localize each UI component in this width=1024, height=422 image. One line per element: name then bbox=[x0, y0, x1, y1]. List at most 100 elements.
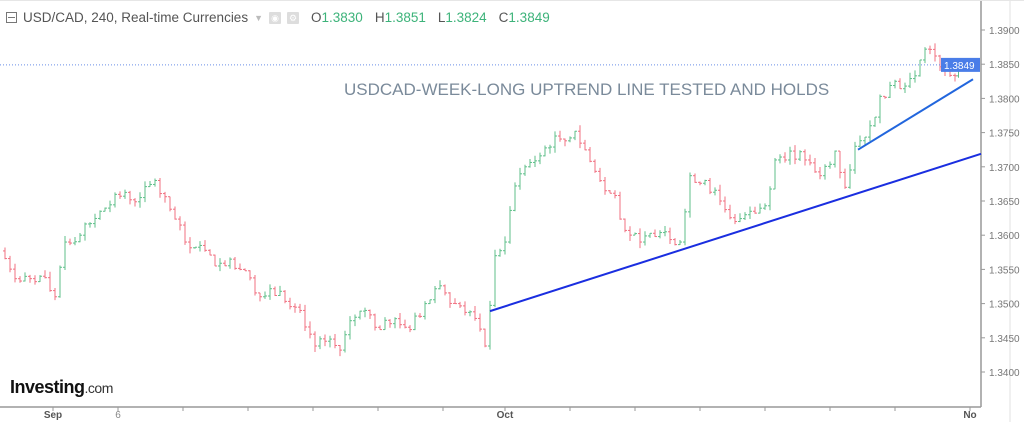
ohlc-bar bbox=[673, 238, 677, 246]
ohlc-bar bbox=[873, 116, 877, 127]
ohlc-bar bbox=[518, 167, 522, 190]
ohlc-bar bbox=[133, 198, 137, 207]
ohlc-bar bbox=[108, 200, 112, 213]
ohlc-bar bbox=[718, 184, 722, 206]
ohlc-bar bbox=[713, 187, 717, 196]
ohlc-bar bbox=[343, 330, 347, 353]
ohlc-bar bbox=[593, 159, 597, 173]
ohlc-bar bbox=[783, 152, 787, 163]
ohlc-bar bbox=[183, 221, 187, 245]
ohlc-bar bbox=[208, 249, 212, 256]
ohlc-bar bbox=[663, 225, 667, 237]
ohlc-bar bbox=[583, 139, 587, 151]
ohlc-bar bbox=[758, 203, 762, 214]
eye-icon[interactable]: ◉ bbox=[269, 11, 281, 24]
ohlc-bar bbox=[753, 206, 757, 214]
chevron-down-icon[interactable]: ▼ bbox=[254, 12, 263, 23]
ohlc-bar bbox=[903, 82, 907, 94]
ohlc-bar bbox=[898, 78, 902, 90]
ohlc-bar bbox=[338, 344, 342, 357]
y-tick-label: 1.3700 bbox=[989, 163, 1020, 174]
gear-icon[interactable]: ⚙ bbox=[287, 11, 299, 24]
low-value: 1.3824 bbox=[445, 10, 487, 25]
ohlc-bar bbox=[418, 313, 422, 318]
ohlc-bar bbox=[373, 313, 377, 331]
ohlc-bar bbox=[203, 240, 207, 252]
ohlc-bar bbox=[293, 303, 297, 313]
ohlc-bar bbox=[558, 130, 562, 142]
ohlc-bar bbox=[318, 336, 322, 350]
ohlc-bar bbox=[668, 227, 672, 244]
ohlc-bar bbox=[433, 285, 437, 304]
ohlc-bar bbox=[553, 131, 557, 153]
ohlc-bar bbox=[378, 325, 382, 331]
ohlc-bar bbox=[353, 314, 357, 327]
ohlc-bar bbox=[58, 265, 62, 298]
ohlc-bar bbox=[563, 138, 567, 147]
ohlc-bar bbox=[368, 309, 372, 320]
ohlc-bar bbox=[178, 216, 182, 231]
close-value: 1.3849 bbox=[508, 10, 550, 25]
ohlc-bar bbox=[513, 182, 517, 212]
ohlc-bar bbox=[143, 181, 147, 203]
x-tick-label: Oct bbox=[497, 410, 514, 421]
ohlc-bar bbox=[128, 190, 132, 205]
ohlc-bar bbox=[878, 94, 882, 124]
ohlc-bar bbox=[528, 158, 532, 168]
ohlc-bar bbox=[263, 291, 267, 299]
ohlc-bar bbox=[818, 166, 822, 180]
ohlc-bar bbox=[298, 303, 302, 314]
ohlc-bar bbox=[468, 310, 472, 317]
ohlc-bar bbox=[448, 292, 452, 308]
x-tick-label: Sep bbox=[44, 410, 62, 421]
ohlc-bar bbox=[53, 288, 57, 301]
ohlc-bar bbox=[888, 81, 892, 99]
ohlc-bar bbox=[43, 270, 47, 279]
ohlc-bar bbox=[523, 164, 527, 176]
ohlc-bar bbox=[703, 179, 707, 186]
open-label: O bbox=[311, 10, 322, 25]
ohlc-bar bbox=[548, 144, 552, 154]
ohlc-bar bbox=[763, 203, 767, 210]
ohlc-bar bbox=[438, 280, 442, 290]
ohlc-bar bbox=[93, 213, 97, 228]
ohlc-bar bbox=[858, 135, 862, 147]
ohlc-bar bbox=[153, 178, 157, 187]
ohlc-bar bbox=[328, 335, 332, 348]
ohlc-bar bbox=[288, 297, 292, 310]
ohlc-bar bbox=[928, 45, 932, 55]
ohlc-bar bbox=[803, 149, 807, 166]
ohlc-bar bbox=[218, 258, 222, 272]
ohlc-bar bbox=[303, 304, 307, 332]
ohlc-bar bbox=[688, 172, 692, 218]
ohlc-bar bbox=[843, 168, 847, 189]
ohlc-bar bbox=[768, 186, 772, 211]
ohlc-bar bbox=[358, 310, 362, 320]
ohlc-bar bbox=[603, 177, 607, 195]
ohlc-bar bbox=[13, 263, 17, 283]
ohlc-bar bbox=[113, 192, 117, 208]
ohlc-bar bbox=[158, 178, 162, 198]
y-tick-label: 1.3400 bbox=[989, 368, 1020, 379]
ohlc-bar bbox=[908, 72, 912, 88]
ohlc-bar bbox=[588, 147, 592, 163]
ohlc-bar bbox=[453, 298, 457, 305]
ohlc-bar bbox=[918, 59, 922, 77]
ohlc-bar bbox=[578, 125, 582, 149]
ohlc-bar bbox=[408, 325, 412, 333]
symbol-title[interactable]: USD/CAD, 240, Real-time Currencies bbox=[23, 10, 249, 25]
last-price-label: 1.3849 bbox=[944, 61, 975, 72]
ohlc-bar bbox=[398, 313, 402, 329]
ohlc-bar bbox=[633, 232, 637, 236]
high-label: H bbox=[374, 10, 385, 25]
ohlc-bar bbox=[348, 316, 352, 340]
last-price-tag bbox=[941, 57, 980, 72]
ohlc-bar bbox=[278, 285, 282, 297]
ohlc-bar bbox=[618, 191, 622, 220]
ohlc-bar bbox=[658, 230, 662, 239]
collapse-icon[interactable] bbox=[6, 12, 17, 23]
ohlc-bar bbox=[698, 181, 702, 186]
ohlc-bar bbox=[428, 299, 432, 305]
